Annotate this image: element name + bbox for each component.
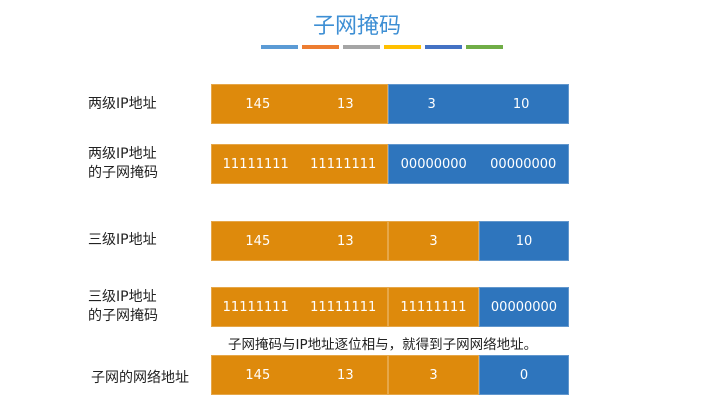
mask-strip: 11111111 11111111 11111111 00000000 bbox=[211, 287, 569, 327]
color-bar bbox=[261, 45, 298, 49]
host-segment: 00000000 bbox=[479, 287, 569, 327]
octet-value: 3 bbox=[427, 96, 436, 112]
network-address-strip: 145 13 3 0 bbox=[211, 355, 569, 395]
octet-value: 145 bbox=[245, 367, 271, 383]
network-segment: 145 13 bbox=[211, 84, 388, 124]
mask-strip: 11111111 11111111 00000000 00000000 bbox=[211, 144, 569, 184]
host-segment: 0 bbox=[479, 355, 569, 395]
octet-value: 3 bbox=[429, 233, 438, 249]
host-segment: 10 bbox=[479, 221, 569, 261]
row-label: 三级IP地址 的子网掩码 bbox=[88, 289, 158, 324]
color-bar bbox=[384, 45, 421, 49]
host-segment: 3 10 bbox=[388, 84, 569, 124]
octet-value: 11111111 bbox=[310, 299, 377, 315]
network-segment: 145 13 bbox=[211, 221, 388, 261]
color-bar bbox=[425, 45, 462, 49]
octet-value: 10 bbox=[512, 96, 530, 112]
octet-value: 11111111 bbox=[222, 299, 289, 315]
octet-value: 10 bbox=[515, 233, 533, 249]
color-bar bbox=[466, 45, 503, 49]
octet-value: 0 bbox=[519, 367, 529, 383]
octet-value: 145 bbox=[245, 233, 271, 249]
octet-value: 13 bbox=[337, 96, 354, 112]
row-label: 子网的网络地址 bbox=[91, 370, 189, 386]
octet-value: 145 bbox=[245, 96, 271, 112]
color-bar bbox=[343, 45, 380, 49]
row-label: 两级IP地址 bbox=[88, 96, 157, 112]
octet-value: 00000000 bbox=[400, 156, 467, 172]
caption-text: 子网掩码与IP地址逐位相与，就得到子网网络地址。 bbox=[228, 337, 538, 353]
row-label: 三级IP地址 bbox=[88, 232, 157, 248]
address-strip: 145 13 3 10 bbox=[211, 221, 569, 261]
network-segment: 11111111 11111111 bbox=[211, 287, 388, 327]
subnet-segment: 11111111 bbox=[388, 287, 479, 327]
octet-value: 11111111 bbox=[222, 156, 289, 172]
host-segment: 00000000 00000000 bbox=[388, 144, 569, 184]
subnet-segment: 3 bbox=[388, 355, 479, 395]
network-segment: 11111111 11111111 bbox=[211, 144, 388, 184]
octet-value: 3 bbox=[429, 367, 438, 383]
color-bar bbox=[302, 45, 339, 49]
octet-value: 13 bbox=[337, 233, 354, 249]
octet-value: 00000000 bbox=[490, 299, 558, 315]
octet-value: 13 bbox=[337, 367, 354, 383]
subnet-segment: 3 bbox=[388, 221, 479, 261]
diagram-title: 子网掩码 bbox=[312, 14, 401, 39]
network-segment: 145 13 bbox=[211, 355, 388, 395]
address-strip: 145 13 3 10 bbox=[211, 84, 569, 124]
octet-value: 11111111 bbox=[400, 299, 467, 315]
row-label: 两级IP地址 的子网掩码 bbox=[88, 146, 158, 181]
octet-value: 00000000 bbox=[490, 156, 557, 172]
octet-value: 11111111 bbox=[310, 156, 377, 172]
